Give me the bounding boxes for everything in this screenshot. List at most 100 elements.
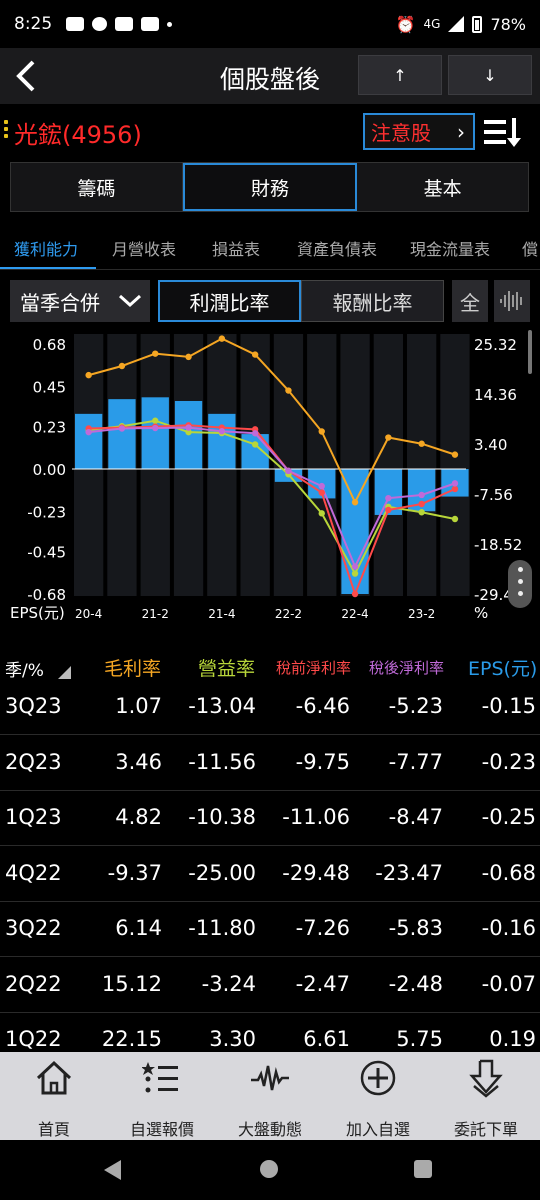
eps-cell: 0.19	[489, 1027, 536, 1051]
series-point[interactable]	[185, 424, 192, 431]
nav-watchlist[interactable]: 自選報價	[108, 1052, 216, 1140]
nav-add-watch[interactable]: 加入自選	[324, 1052, 432, 1140]
series-point[interactable]	[318, 482, 325, 490]
stock-name[interactable]: 光鋐(4956)	[14, 121, 142, 149]
series-point[interactable]	[251, 430, 259, 437]
table-row[interactable]: 3Q22 6.14 -11.80 -7.26 -5.83 -0.16	[0, 902, 540, 957]
prev-stock-button[interactable]: ↑	[358, 55, 442, 95]
table-row[interactable]: 2Q23 3.46 -11.56 -9.75 -7.77 -0.23	[0, 736, 540, 791]
series-point[interactable]	[118, 362, 126, 370]
series-point[interactable]	[251, 351, 259, 358]
table-row[interactable]: 2Q22 15.12 -3.24 -2.47 -2.48 -0.07	[0, 958, 540, 1013]
tab-basic[interactable]: 基本	[423, 177, 462, 200]
table-row[interactable]: 1Q22 22.15 3.30 6.61 5.75 0.19	[0, 1013, 540, 1052]
series-point[interactable]	[385, 494, 392, 502]
series-point[interactable]	[118, 425, 126, 432]
series-point[interactable]	[451, 480, 459, 487]
return-ratio-toggle[interactable]: 報酬比率	[301, 280, 444, 322]
eps-cell: -0.07	[481, 972, 536, 996]
series-point[interactable]	[152, 350, 159, 357]
subtab-profitability[interactable]: 獲利能力	[14, 240, 79, 259]
bottom-nav: 首頁 自選報價 大盤動態 加入自選 委託下單	[0, 1052, 540, 1140]
series-point[interactable]	[85, 428, 92, 436]
subtab-income-statement[interactable]: 損益表	[212, 240, 261, 259]
series-point[interactable]	[451, 485, 459, 493]
sort-menu-icon[interactable]	[482, 114, 522, 150]
series-point[interactable]	[285, 387, 292, 394]
sort-corner-icon[interactable]	[58, 666, 71, 679]
nav-home[interactable]: 首頁	[0, 1052, 108, 1140]
series-point[interactable]	[351, 563, 359, 570]
nav-order-label: 委託下單	[453, 1120, 518, 1139]
header-operating-margin[interactable]: 營益率	[198, 658, 256, 680]
eps-bar[interactable]	[141, 397, 169, 469]
nav-order[interactable]: 委託下單	[432, 1052, 540, 1140]
table-row[interactable]: 1Q23 4.82 -10.38 -11.06 -8.47 -0.25	[0, 791, 540, 846]
series-point[interactable]	[351, 499, 359, 506]
back-arrow-icon[interactable]	[6, 56, 46, 96]
gross-margin-cell: 4.82	[115, 805, 162, 829]
system-recents-icon[interactable]	[414, 1160, 432, 1178]
series-point[interactable]	[318, 428, 325, 435]
series-point[interactable]	[218, 428, 226, 435]
period-dropdown[interactable]: 當季合併	[10, 280, 150, 322]
subtab-balance-sheet[interactable]: 資產負債表	[297, 240, 378, 259]
table-row[interactable]: 4Q22 -9.37 -25.00 -29.48 -23.47 -0.68	[0, 847, 540, 902]
series-point[interactable]	[418, 500, 425, 508]
series-point[interactable]	[285, 467, 292, 475]
table-row[interactable]: 3Q23 1.07 -13.04 -6.46 -5.23 -0.15	[0, 680, 540, 735]
waveform-icon[interactable]	[494, 280, 530, 322]
series-point[interactable]	[451, 451, 459, 458]
series-point[interactable]	[152, 424, 159, 432]
quarter-cell: 3Q23	[5, 694, 62, 718]
tab-finance[interactable]: 財務	[182, 163, 358, 211]
tab-chips[interactable]: 籌碼	[11, 163, 183, 211]
series-point[interactable]	[351, 590, 359, 598]
series-point[interactable]	[418, 491, 425, 499]
eps-bar[interactable]	[208, 413, 236, 469]
series-point[interactable]	[318, 489, 325, 496]
subtab-monthly-revenue[interactable]: 月營收表	[112, 240, 177, 259]
next-stock-button[interactable]: ↓	[448, 55, 532, 95]
series-point[interactable]	[385, 434, 392, 441]
more-options-handle[interactable]	[508, 560, 532, 608]
x-tick-label: 21-4	[208, 607, 235, 621]
subtab-solvency[interactable]: 償	[522, 240, 539, 259]
series-point[interactable]	[251, 441, 259, 448]
chart-scrollbar[interactable]	[528, 330, 532, 374]
profit-ratio-toggle[interactable]: 利潤比率	[158, 280, 301, 322]
header-eps[interactable]: EPS(元)	[468, 658, 538, 680]
signal-icon	[448, 16, 465, 32]
header-pretax-margin[interactable]: 稅前淨利率	[276, 659, 352, 677]
series-point[interactable]	[185, 428, 192, 436]
series-point[interactable]	[351, 570, 359, 577]
series-point[interactable]	[185, 353, 192, 361]
series-point[interactable]	[418, 509, 425, 516]
chart-svg: 0.68 0.45 0.23 0.00 -0.23 -0.45 -0.68 25.32 14.…	[10, 334, 522, 622]
show-all-button[interactable]: 全	[452, 280, 488, 322]
system-home-icon[interactable]	[260, 1160, 278, 1178]
sub-tabs: 獲利能力 月營收表 損益表 資產負債表 現金流量表 償	[0, 226, 540, 270]
nav-market[interactable]: 大盤動態	[216, 1052, 324, 1140]
header-net-margin[interactable]: 稅後淨利率	[369, 659, 445, 677]
series-point[interactable]	[418, 440, 425, 447]
eps-bar[interactable]	[108, 399, 136, 469]
pretax-margin-cell: 6.61	[303, 1027, 350, 1051]
series-point[interactable]	[318, 510, 325, 517]
system-back-icon[interactable]	[104, 1160, 121, 1180]
gross-margin-cell: 1.07	[115, 694, 162, 718]
series-point[interactable]	[85, 371, 92, 379]
caution-stock-button[interactable]: 注意股 ›	[363, 113, 475, 150]
subtab-cash-flow[interactable]: 現金流量表	[410, 240, 491, 259]
series-point[interactable]	[385, 506, 392, 514]
order-icon	[469, 1059, 503, 1098]
gross-margin-cell: 6.14	[115, 916, 162, 940]
series-point[interactable]	[152, 417, 159, 424]
eps-bar[interactable]	[75, 413, 103, 469]
series-point[interactable]	[218, 335, 226, 342]
eps-bar[interactable]	[241, 434, 269, 469]
eps-cell: -0.23	[481, 750, 536, 774]
header-gross-margin[interactable]: 毛利率	[104, 658, 162, 680]
chart-column-bg	[407, 334, 437, 596]
series-point[interactable]	[451, 515, 459, 523]
